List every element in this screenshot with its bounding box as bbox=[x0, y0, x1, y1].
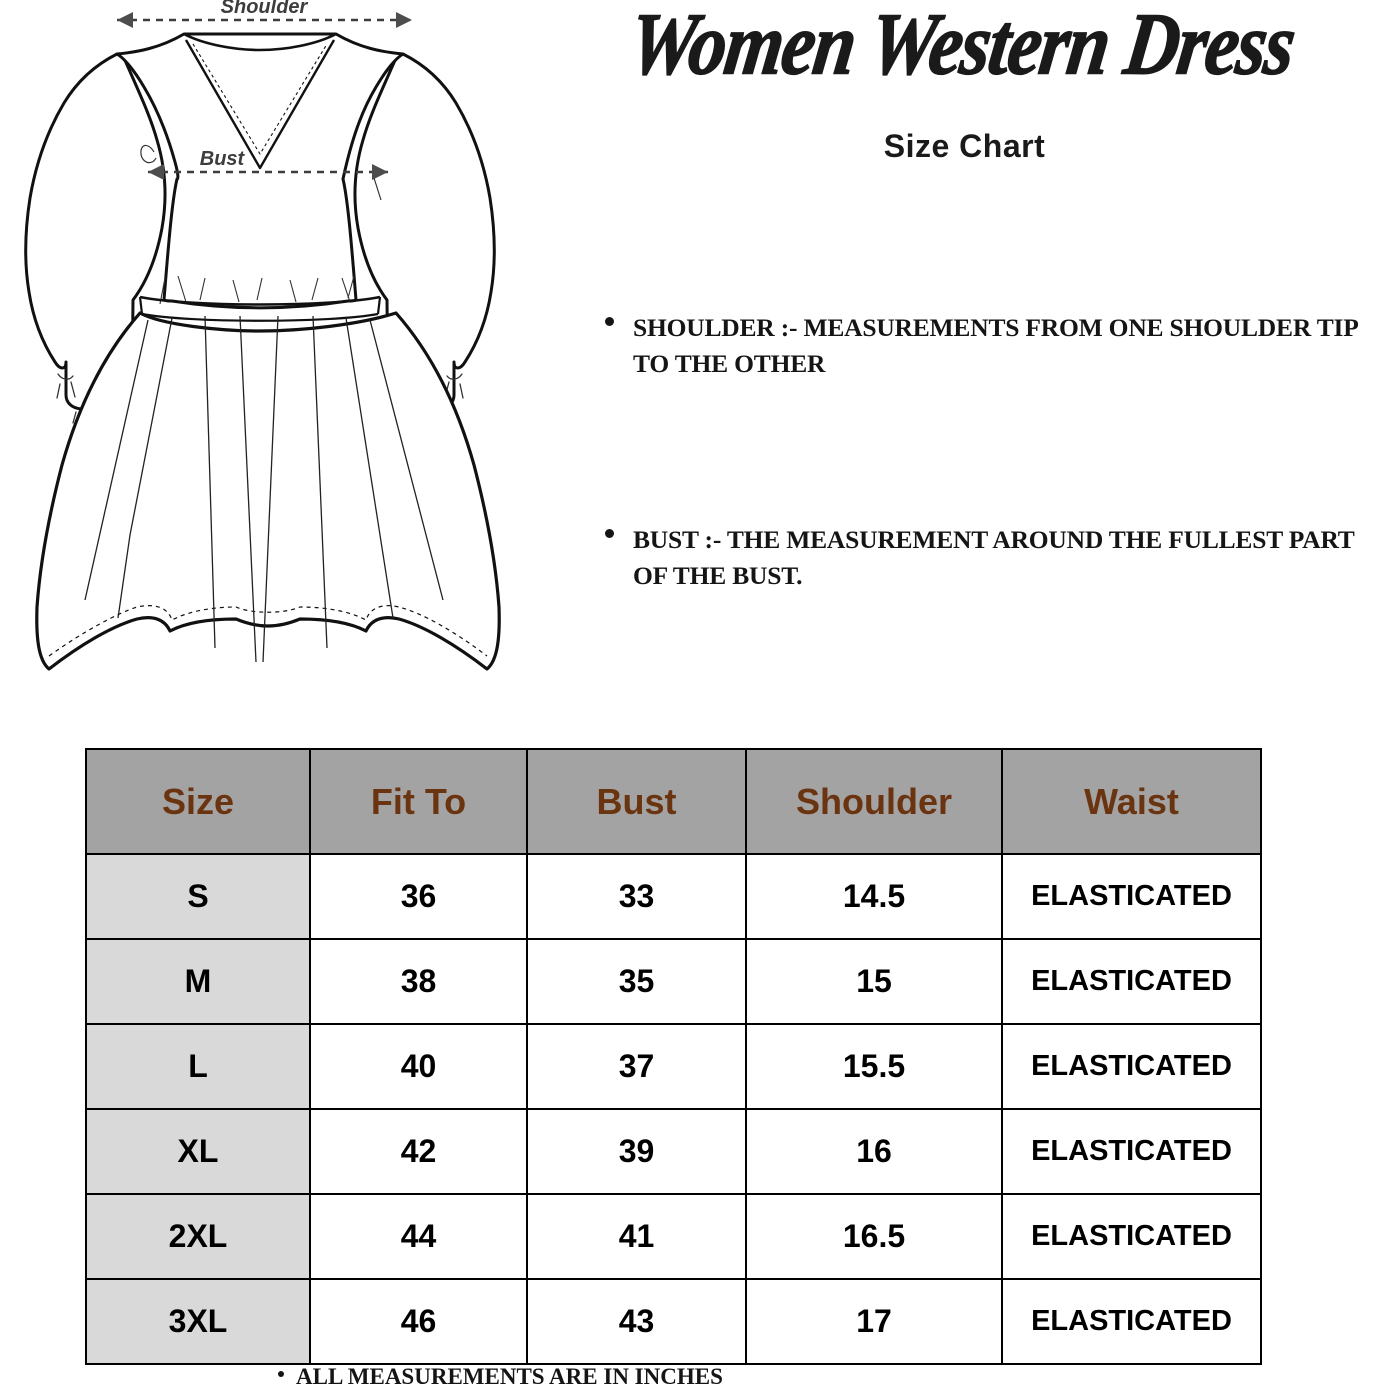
svg-text:Bust: Bust bbox=[200, 148, 246, 170]
svg-text:Shoulder: Shoulder bbox=[221, 0, 309, 18]
